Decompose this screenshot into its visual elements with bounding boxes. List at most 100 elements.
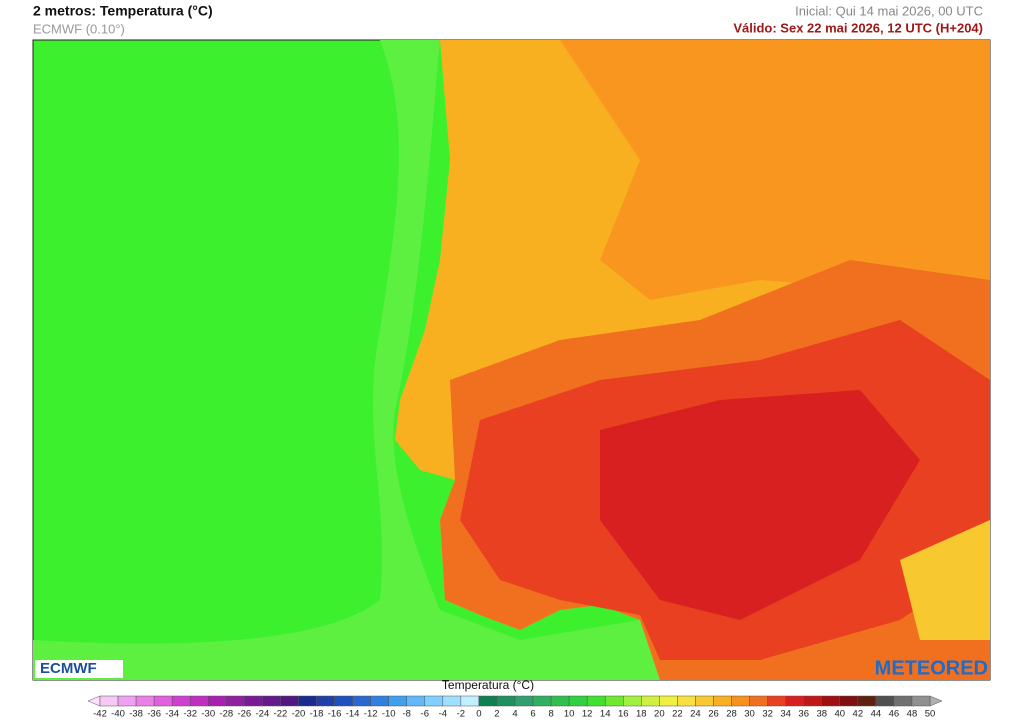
legend-swatch (749, 695, 768, 707)
legend-tick-label: -24 (256, 709, 270, 720)
legend-swatch (298, 695, 317, 707)
legend-tick-label: 36 (798, 709, 809, 720)
meteored-logo: METEORED (875, 657, 988, 679)
legend-tick-label: -42 (93, 709, 107, 720)
legend-tick-label: 0 (476, 709, 481, 720)
legend-swatch (316, 695, 335, 707)
legend-swatch (586, 695, 606, 707)
legend-swatch (695, 695, 714, 707)
legend-tick-label: -4 (439, 709, 447, 720)
legend-swatch (388, 695, 407, 707)
legend-swatch (803, 695, 822, 707)
legend-tick-label: 32 (762, 709, 773, 720)
model-label: ECMWF (0.10°) (33, 21, 125, 36)
legend-tick-label: 40 (834, 709, 845, 720)
legend-tick-label: 20 (654, 709, 665, 720)
legend-tick-label: -34 (165, 709, 179, 720)
land-north (560, 40, 990, 300)
legend-tick-label: 8 (548, 709, 553, 720)
map-title: 2 metros: Temperatura (°C) (33, 3, 213, 19)
legend-swatch (893, 695, 913, 707)
legend-swatch (785, 695, 804, 707)
legend-tick-label: 16 (618, 709, 629, 720)
legend-tick-label: 18 (636, 709, 647, 720)
legend-swatch (99, 695, 119, 707)
legend-tick-label: -32 (183, 709, 197, 720)
legend-tick-label: 2 (494, 709, 499, 720)
legend-tick-label: -14 (346, 709, 360, 720)
legend-swatch (731, 695, 750, 707)
legend-tick-label: -12 (364, 709, 378, 720)
legend-swatch (532, 695, 552, 707)
legend-swatch (623, 695, 642, 707)
ecmwf-logo-box (35, 660, 123, 678)
legend-tick-label: 4 (512, 709, 517, 720)
legend-tick-label: 42 (853, 709, 864, 720)
legend-swatch (171, 695, 191, 707)
legend-over (929, 695, 943, 707)
legend-swatch (677, 695, 696, 707)
legend-swatch (370, 695, 389, 707)
legend-tick-label: -30 (201, 709, 215, 720)
legend-swatch (117, 695, 137, 707)
initial-time: Inicial: Qui 14 mai 2026, 00 UTC (795, 3, 983, 18)
legend-tick-label: 14 (600, 709, 611, 720)
legend-tick-label: 26 (708, 709, 719, 720)
legend-tick-label: 22 (672, 709, 683, 720)
legend-swatch (568, 695, 588, 707)
legend-swatch (244, 695, 263, 707)
legend-tick-label: -40 (111, 709, 125, 720)
legend-tick-label: -18 (310, 709, 324, 720)
legend-tick-label: -22 (274, 709, 288, 720)
legend-swatch (496, 695, 516, 707)
legend-tick-label: 50 (925, 709, 936, 720)
legend-tick-label: -38 (129, 709, 143, 720)
legend: -42 -40 -38 -36 -34 -32 -30 -28 -26 -24 -22 -20 -18-… (87, 695, 943, 720)
legend-swatch (514, 695, 534, 707)
legend-swatch (857, 695, 877, 707)
legend-tick-label: 10 (564, 709, 575, 720)
legend-swatch (406, 695, 426, 707)
legend-tick-label: -6 (421, 709, 429, 720)
legend-tick-label: 46 (889, 709, 900, 720)
ecmwf-logo: ECMWF (40, 660, 97, 677)
valid-time: Válido: Sex 22 mai 2026, 12 UTC (H+204) (733, 20, 983, 35)
legend-swatch (713, 695, 732, 707)
legend-tick-label: -20 (292, 709, 306, 720)
map (32, 39, 991, 681)
legend-tick-label: 24 (690, 709, 701, 720)
legend-swatch (641, 695, 660, 707)
legend-tick-label: 34 (780, 709, 791, 720)
legend-swatch (424, 695, 444, 707)
legend-tick-label: 12 (582, 709, 593, 720)
legend-swatch (226, 695, 245, 707)
legend-swatch (352, 695, 371, 707)
legend-swatch (550, 695, 570, 707)
legend-tick-label: -16 (328, 709, 342, 720)
legend-tick-label: 38 (816, 709, 827, 720)
east-mild (900, 520, 990, 640)
legend-swatch (153, 695, 173, 707)
legend-tick-label: -8 (403, 709, 411, 720)
legend-swatch (208, 695, 227, 707)
legend-swatch (604, 695, 624, 707)
legend-title: Temperatura (°C) (442, 678, 534, 692)
legend-swatch (189, 695, 209, 707)
legend-swatch (478, 695, 498, 707)
legend-tick-label: -36 (147, 709, 161, 720)
legend-tick-label: -26 (237, 709, 251, 720)
legend-tick-label: 28 (726, 709, 737, 720)
legend-swatch (911, 695, 931, 707)
legend-tick-label: 30 (744, 709, 755, 720)
legend-swatch (875, 695, 895, 707)
legend-swatch (767, 695, 786, 707)
legend-swatch (334, 695, 353, 707)
legend-tick-label: 48 (907, 709, 918, 720)
legend-swatch (135, 695, 155, 707)
legend-swatch (460, 695, 480, 707)
legend-tick-label: 6 (530, 709, 535, 720)
legend-under (87, 695, 101, 707)
legend-tick-label: -10 (382, 709, 396, 720)
legend-swatch (280, 695, 299, 707)
